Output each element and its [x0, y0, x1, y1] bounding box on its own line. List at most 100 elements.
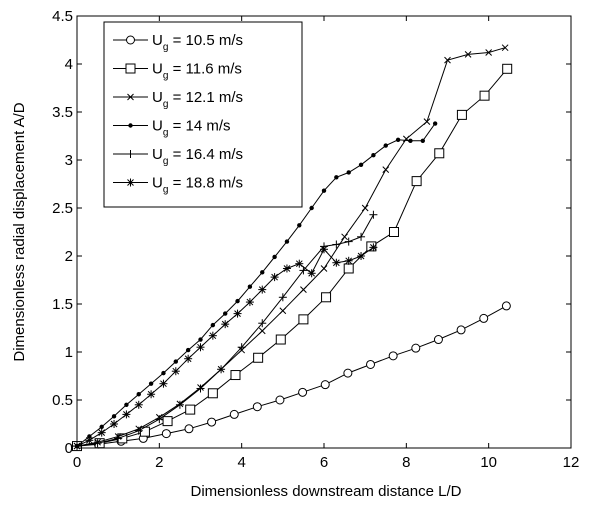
- data-point-4-7: [148, 381, 154, 386]
- data-point-4-15: [247, 284, 253, 289]
- data-point-1-16: [411, 343, 421, 353]
- legend-label-subscript: g: [163, 185, 169, 196]
- legend-label-main: U: [152, 89, 163, 106]
- legend-item: Ug = 16.4 m/s: [113, 146, 243, 167]
- data-point-2-10: [275, 334, 286, 345]
- legend-label-subscript: g: [163, 156, 169, 167]
- legend: Ug = 10.5 m/sUg = 11.6 m/sUg = 12.1 m/sU…: [103, 21, 303, 208]
- series-line-3: [76, 47, 506, 447]
- data-point-3-15: [361, 204, 369, 212]
- data-point-1-12: [320, 380, 330, 390]
- legend-label-main: U: [152, 61, 163, 78]
- data-point-2-16: [411, 176, 422, 187]
- data-point-6-7: [147, 390, 156, 399]
- data-point-4-16: [260, 270, 265, 275]
- legend-label: Ug = 16.4 m/s: [152, 146, 243, 167]
- data-point-6-13: [221, 320, 230, 329]
- data-point-6-10: [184, 354, 193, 363]
- data-point-2-14: [366, 241, 377, 252]
- data-point-4-28: [408, 138, 413, 143]
- legend-label-rest: = 16.4 m/s: [168, 146, 243, 163]
- data-point-3-19: [444, 56, 451, 64]
- data-point-1-17: [433, 335, 443, 345]
- y-tick-label: 2.5: [52, 200, 73, 217]
- data-point-6-15: [245, 298, 254, 307]
- data-point-5-3: [114, 434, 123, 443]
- data-point-3-16: [382, 166, 390, 173]
- y-tick-label: 4: [65, 56, 73, 73]
- data-point-4-30: [432, 121, 438, 126]
- data-point-4-26: [383, 143, 388, 148]
- data-point-4-20: [309, 205, 314, 211]
- data-point-6-3: [97, 428, 106, 437]
- data-point-5-6: [175, 400, 184, 409]
- data-point-3-18: [423, 118, 431, 125]
- data-point-4-17: [272, 254, 277, 260]
- data-point-6-4: [110, 420, 119, 428]
- data-point-2-6: [185, 404, 196, 415]
- data-point-6-11: [196, 343, 205, 352]
- data-point-3-22: [501, 44, 509, 52]
- data-point-2-17: [434, 148, 445, 159]
- data-point-6-25: [369, 243, 378, 252]
- x-tick-label: 12: [563, 454, 580, 471]
- x-tick-label: 8: [402, 454, 410, 471]
- y-tick-label: 1: [65, 344, 73, 361]
- data-point-5-10: [258, 319, 267, 328]
- data-point-legend-6: [126, 178, 135, 187]
- legend-label-rest: = 10.5 m/s: [168, 32, 243, 49]
- data-point-4-14: [235, 298, 240, 304]
- x-tick-label: 4: [237, 454, 245, 471]
- data-point-6-17: [270, 273, 279, 282]
- data-point-3-14: [341, 233, 348, 241]
- data-point-1-7: [207, 417, 217, 427]
- data-point-5-12: [299, 266, 308, 275]
- data-point-4-6: [136, 392, 141, 397]
- series-6: [73, 243, 378, 451]
- data-point-2-8: [230, 370, 241, 381]
- legend-label: Ug = 18.8 m/s: [152, 175, 243, 196]
- legend-label-subscript: g: [163, 42, 169, 53]
- legend-label-rest: = 12.1 m/s: [168, 89, 243, 106]
- data-point-1-9: [252, 402, 262, 412]
- data-point-1-19: [479, 313, 489, 323]
- data-point-6-16: [258, 285, 267, 294]
- data-point-2-13: [343, 263, 354, 274]
- x-axis-title: Dimensionless downstream distance L/D: [191, 483, 462, 500]
- data-point-legend-3: [127, 93, 134, 101]
- data-point-5-7: [196, 384, 205, 393]
- data-point-6-2: [85, 436, 94, 445]
- data-point-2-7: [207, 388, 218, 399]
- series-4: [74, 121, 438, 449]
- data-point-2-5: [162, 416, 173, 427]
- data-point-5-5: [155, 415, 164, 424]
- y-tick-label: 4.5: [52, 8, 73, 25]
- data-point-1-8: [229, 409, 239, 419]
- legend-label-subscript: g: [163, 71, 169, 82]
- data-point-5-15: [344, 237, 353, 246]
- legend-box: [103, 21, 303, 208]
- data-point-legend-2: [125, 63, 136, 74]
- data-point-6-24: [357, 252, 366, 260]
- data-point-6-21: [320, 245, 328, 254]
- legend-label: Ug = 14 m/s: [152, 118, 231, 139]
- series-layer: [72, 44, 513, 452]
- data-point-1-15: [388, 351, 398, 361]
- data-point-6-9: [171, 367, 180, 376]
- data-point-1-14: [366, 359, 376, 369]
- data-point-4-29: [420, 138, 425, 143]
- data-point-5-14: [332, 240, 341, 249]
- data-point-4-9: [173, 359, 178, 364]
- data-point-3-21: [485, 49, 493, 56]
- data-point-4-8: [161, 370, 166, 376]
- data-point-1-6: [184, 424, 194, 434]
- data-point-6-14: [233, 309, 242, 318]
- legend-label-main: U: [152, 175, 163, 192]
- data-point-6-12: [208, 331, 217, 340]
- data-point-1-20: [501, 301, 511, 311]
- data-point-5-9: [237, 343, 246, 352]
- legend-item: Ug = 12.1 m/s: [113, 89, 243, 110]
- data-point-2-20: [502, 63, 513, 74]
- data-point-6-8: [159, 379, 168, 388]
